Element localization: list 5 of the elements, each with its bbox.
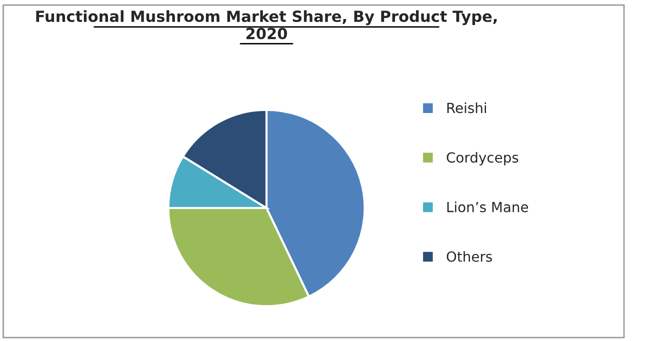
legend-label: Cordyceps [446,152,518,166]
legend-label: Reishi [447,102,486,114]
legend-label: Lion’s Mane [447,202,528,212]
legend-label: Others [446,251,492,262]
chart-title: Functional Mushroom Market Share, By Product Type, 2020 [36,10,497,40]
